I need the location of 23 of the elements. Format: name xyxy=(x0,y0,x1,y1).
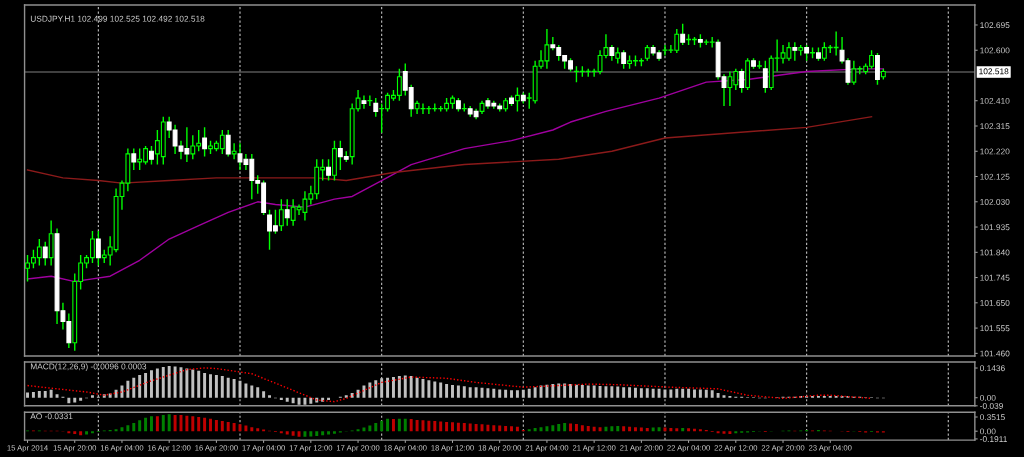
y-tick-label: 0.1436 xyxy=(980,365,1005,372)
y-tick-label: -0.1911 xyxy=(980,436,1007,443)
y-tick-label: 0.00 xyxy=(980,428,996,435)
y-tick-label: 102.695 xyxy=(980,22,1010,29)
y-tick-label: 101.745 xyxy=(980,274,1010,281)
y-tick-label: 0.00 xyxy=(980,394,996,401)
y-tick-label: 102.030 xyxy=(980,198,1010,205)
chart-title: MACD(12,26,9) -0.0096 0.0003 xyxy=(30,363,147,372)
y-tick-label: 102.125 xyxy=(980,173,1010,180)
y-tick-label: 0.3515 xyxy=(980,414,1005,421)
y-tick-label: 102.220 xyxy=(980,148,1010,155)
y-tick-label: 101.935 xyxy=(980,224,1010,231)
y-tick-label: 101.650 xyxy=(980,300,1010,306)
y-tick-label: -0.039 xyxy=(980,403,1003,409)
text: USDJPY.H1 102.499 102.525 102.492 102.518 xyxy=(30,15,205,22)
y-tick-label: 101.840 xyxy=(980,249,1010,256)
y-tick-label: 101.555 xyxy=(980,325,1010,332)
y-tick-label: 102.315 xyxy=(980,123,1010,130)
chart-title: AO -0.0331 xyxy=(30,413,73,420)
y-tick-label: 102.600 xyxy=(980,47,1010,54)
ref-line-label: 102.518 xyxy=(979,68,1009,75)
y-tick-label: 101.460 xyxy=(980,350,1010,357)
y-tick-label: 102.410 xyxy=(980,97,1010,104)
